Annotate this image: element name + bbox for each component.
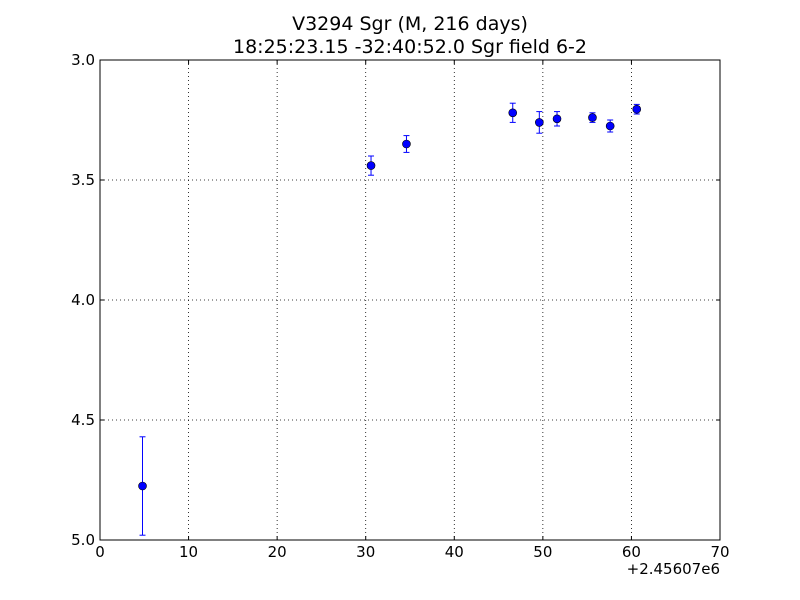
axis-ticks <box>99 59 721 541</box>
data-point <box>366 161 376 170</box>
x-tick-label: 70 <box>710 543 729 561</box>
chart-subtitle: 18:25:23.15 -32:40:52.0 Sgr field 6-2 <box>233 36 587 58</box>
x-tick-label: 20 <box>268 543 287 561</box>
data-points <box>138 104 642 491</box>
data-point <box>535 118 544 127</box>
data-point <box>632 104 642 114</box>
y-tick-label: 4.5 <box>71 411 95 429</box>
y-tick-label: 3.5 <box>71 171 95 189</box>
data-point <box>138 481 147 491</box>
data-point <box>588 113 597 122</box>
x-tick-label: 0 <box>95 543 105 561</box>
error-bars <box>139 102 640 536</box>
data-point <box>552 114 562 124</box>
chart-title: V3294 Sgr (M, 216 days) <box>292 13 528 35</box>
x-offset-label: +2.45607e6 <box>627 560 720 578</box>
x-tick-labels: 0 10 20 30 40 50 60 70 <box>95 543 729 561</box>
y-tick-label: 3.0 <box>71 51 95 69</box>
y-tick-label: 4.0 <box>71 291 95 309</box>
grid-lines <box>100 60 720 540</box>
x-tick-label: 60 <box>622 543 641 561</box>
x-tick-label: 30 <box>356 543 375 561</box>
data-point <box>605 121 615 131</box>
y-tick-label: 5.0 <box>71 531 95 549</box>
data-point <box>402 139 411 149</box>
x-tick-label: 10 <box>179 543 198 561</box>
x-tick-label: 50 <box>533 543 552 561</box>
x-tick-label: 40 <box>445 543 464 561</box>
y-tick-labels: 3.0 3.5 4.0 4.5 5.0 <box>71 51 95 549</box>
data-point <box>508 108 518 118</box>
